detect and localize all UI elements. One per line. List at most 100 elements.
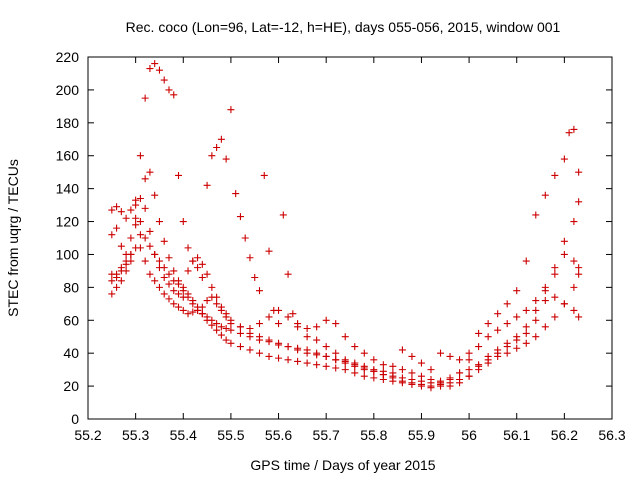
data-point [132, 244, 140, 252]
data-point [108, 290, 116, 298]
data-point [213, 293, 221, 301]
data-point [222, 155, 230, 163]
data-point [484, 320, 492, 328]
data-point [113, 270, 121, 278]
data-point [570, 283, 578, 291]
data-point [370, 356, 378, 364]
data-point [136, 231, 144, 239]
data-point [189, 297, 197, 305]
data-point [194, 303, 202, 311]
data-point [217, 135, 225, 143]
data-point [208, 152, 216, 160]
data-point [275, 339, 283, 347]
chart-title: Rec. coco (Lon=96, Lat=-12, h=HE), days … [126, 19, 561, 35]
data-point [437, 349, 445, 357]
data-point [255, 287, 263, 295]
data-point [227, 316, 235, 324]
data-point [494, 310, 502, 318]
data-point [332, 356, 340, 364]
data-point [122, 267, 130, 275]
y-tick-label: 80 [63, 279, 79, 295]
x-tick-label: 56.3 [598, 427, 625, 443]
data-point [532, 333, 540, 341]
data-point [122, 257, 130, 265]
data-point [194, 254, 202, 262]
data-point [175, 303, 183, 311]
data-point [389, 374, 397, 382]
data-point [360, 349, 368, 357]
data-point [146, 242, 154, 250]
data-point [227, 339, 235, 347]
data-point [370, 374, 378, 382]
data-point [456, 376, 464, 384]
data-point [151, 277, 159, 285]
data-point [351, 369, 359, 377]
y-tick-label: 60 [63, 312, 79, 328]
data-point [108, 231, 116, 239]
data-point [198, 260, 206, 268]
data-point [532, 306, 540, 314]
data-point [217, 323, 225, 331]
data-point [165, 295, 173, 303]
data-point [127, 250, 135, 258]
data-point [108, 206, 116, 214]
data-point [227, 106, 235, 114]
data-point [560, 155, 568, 163]
plot-points [108, 60, 583, 392]
data-point [175, 171, 183, 179]
y-axis-label: STEC from uqrg / TECUs [5, 159, 21, 317]
data-point [503, 300, 511, 308]
data-point [465, 366, 473, 374]
data-point [165, 280, 173, 288]
data-point [179, 293, 187, 301]
data-point [398, 377, 406, 385]
data-point [437, 382, 445, 390]
data-point [341, 357, 349, 365]
data-point [127, 206, 135, 214]
data-point [255, 333, 263, 341]
data-point [184, 244, 192, 252]
x-tick-label: 55.9 [408, 427, 435, 443]
data-point [198, 273, 206, 281]
data-point [513, 313, 521, 321]
data-point [284, 343, 292, 351]
data-point [332, 364, 340, 372]
data-point [160, 290, 168, 298]
data-point [408, 369, 416, 377]
data-point [246, 254, 254, 262]
data-point [184, 310, 192, 318]
data-point [475, 366, 483, 374]
data-point [136, 218, 144, 226]
data-point [560, 250, 568, 258]
data-point [351, 343, 359, 351]
data-point [456, 356, 464, 364]
data-point [236, 343, 244, 351]
data-point [575, 313, 583, 321]
data-point [265, 247, 273, 255]
y-tick-label: 120 [56, 214, 80, 230]
data-point [113, 283, 121, 291]
data-point [127, 234, 135, 242]
data-point [417, 372, 425, 380]
data-point [141, 175, 149, 183]
data-point [475, 329, 483, 337]
data-point [146, 270, 154, 278]
data-point [351, 361, 359, 369]
data-point [570, 306, 578, 314]
data-point [165, 270, 173, 278]
y-tick-label: 160 [56, 148, 80, 164]
data-point [570, 218, 578, 226]
data-point [532, 211, 540, 219]
data-point [213, 326, 221, 334]
data-point [155, 257, 163, 265]
data-point [189, 257, 197, 265]
y-tick-label: 220 [56, 49, 80, 65]
data-point [155, 218, 163, 226]
data-point [494, 326, 502, 334]
data-point [322, 343, 330, 351]
data-point [113, 224, 121, 232]
data-point [132, 221, 140, 229]
data-point [313, 323, 321, 331]
x-tick-label: 56 [461, 427, 477, 443]
data-point [532, 297, 540, 305]
